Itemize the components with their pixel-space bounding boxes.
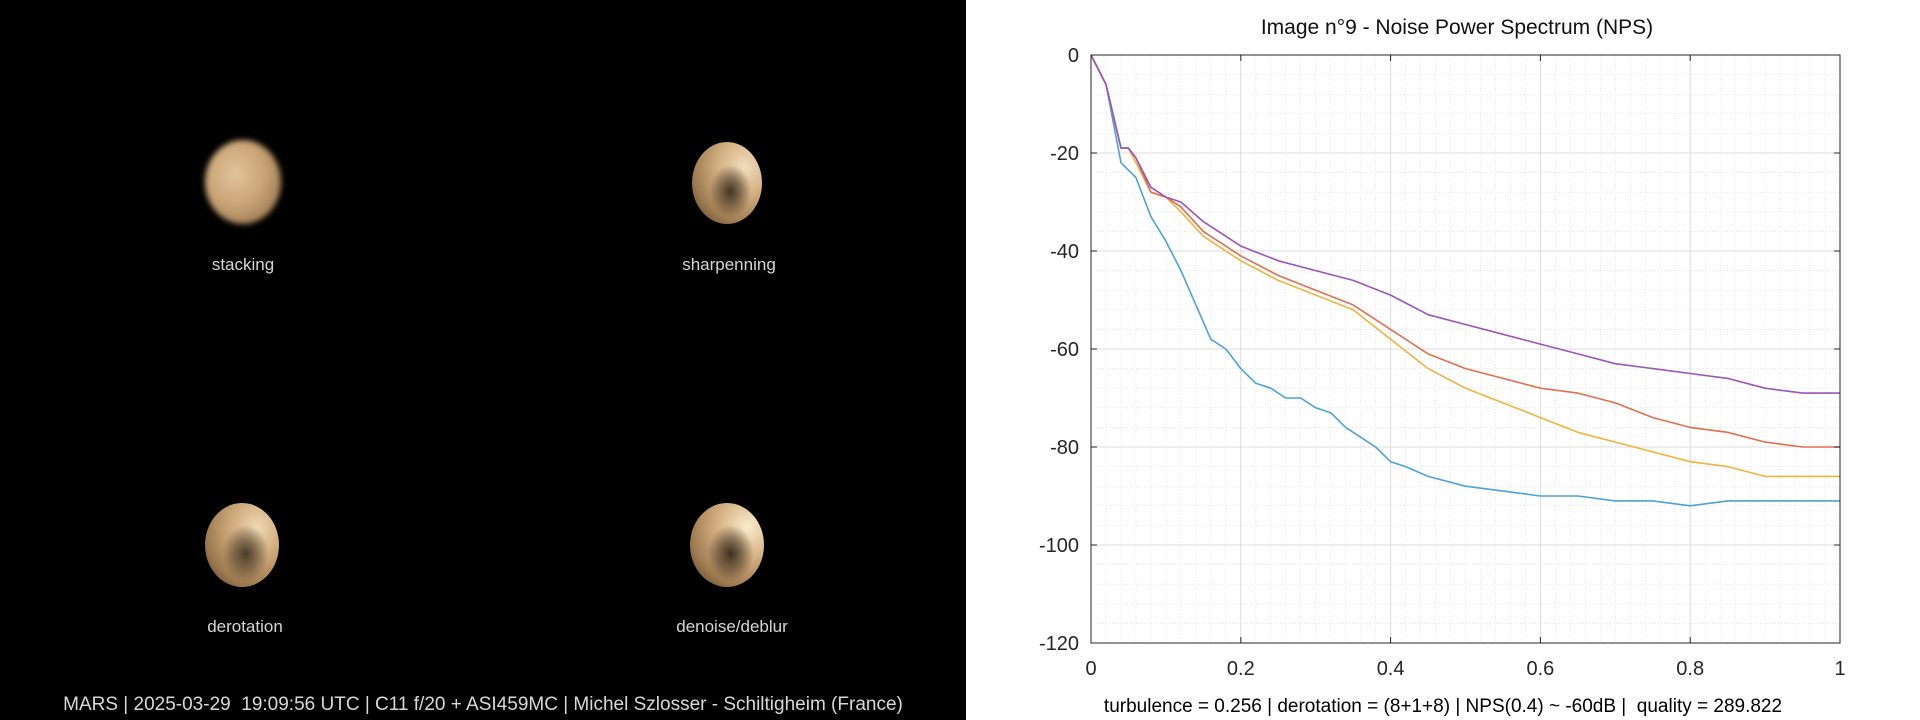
y-tick-label: -120 [1039,633,1079,655]
x-tick-label: 0.6 [1526,658,1554,680]
x-tick-label: 1 [1834,658,1845,680]
chart-title: Image n°9 - Noise Power Spectrum (NPS) [1261,16,1653,39]
nps-chart: Image n°9 - Noise Power Spectrum (NPS) 0… [1039,16,1846,680]
y-tick-label: -40 [1050,241,1079,263]
series-line-4 [1090,54,1840,394]
y-tick-label: -60 [1050,339,1079,361]
stacking-label: stacking [211,255,275,274]
y-tick-label: 0 [1068,45,1079,67]
mars-denoise-image [690,503,764,587]
x-tick-label: 0.4 [1377,658,1405,680]
mars-stacking-image [205,140,281,224]
x-tick-label: 0 [1085,658,1096,680]
denoise-label: denoise/deblur [676,617,788,636]
x-tick-label: 0.2 [1227,658,1255,680]
y-tick-label: -80 [1050,437,1079,459]
mars-sharpening-image [692,142,762,224]
sharpening-label: sharpenning [682,255,776,274]
series-line-1 [1090,54,1840,507]
x-tick-label: 0.8 [1676,658,1704,680]
plot-area: 0 0.2 0.4 0.6 0.8 1 0 -20 -40 -60 -80 -100 -120 [1039,45,1846,680]
y-tick-label: -20 [1050,143,1079,165]
derotation-label: derotation [207,617,283,636]
image-panel: stacking sharpenning derotation denoise/… [0,0,966,720]
analysis-caption: turbulence = 0.256 | derotation = (8+1+8… [1103,696,1783,717]
series-line-2 [1090,54,1840,478]
y-tick-label: -100 [1039,535,1079,557]
mars-derotation-image [205,503,279,587]
observation-caption: MARS | 2025-03-29 19:09:56 UTC | C11 f/2… [63,694,903,715]
